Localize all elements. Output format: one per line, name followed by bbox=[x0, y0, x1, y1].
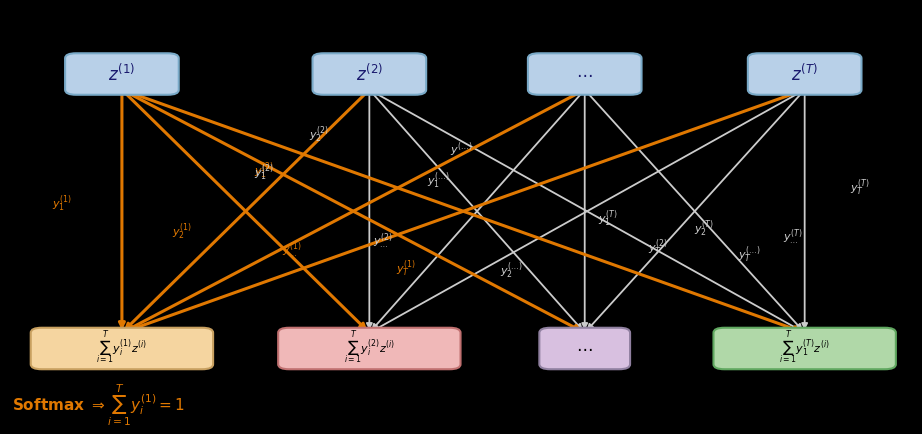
Text: $y_T^{(1)}$: $y_T^{(1)}$ bbox=[396, 259, 416, 279]
FancyBboxPatch shape bbox=[714, 328, 896, 369]
Text: $y_{\ldots}^{(2)}$: $y_{\ldots}^{(2)}$ bbox=[373, 232, 393, 251]
FancyBboxPatch shape bbox=[539, 328, 630, 369]
Text: $\sum_{i=1}^{T} y_i^{(2)} z^{(i)}$: $\sum_{i=1}^{T} y_i^{(2)} z^{(i)}$ bbox=[344, 330, 395, 367]
Text: $y_{\ldots}^{(1)}$: $y_{\ldots}^{(1)}$ bbox=[281, 240, 301, 260]
Text: $y^{(\ldots)}$: $y^{(\ldots)}$ bbox=[450, 140, 472, 159]
FancyBboxPatch shape bbox=[65, 53, 179, 95]
Text: $y_T^{(\ldots)}$: $y_T^{(\ldots)}$ bbox=[739, 244, 761, 265]
Text: $y_2^{(T)}$: $y_2^{(T)}$ bbox=[694, 219, 714, 240]
Text: $y_2^{(1)}$: $y_2^{(1)}$ bbox=[171, 221, 192, 242]
Text: $\sum_{i=1}^{T} y_1^{(T)} z^{(i)}$: $\sum_{i=1}^{T} y_1^{(T)} z^{(i)}$ bbox=[779, 330, 830, 367]
Text: Softmax $\Rightarrow \sum_{i=1}^{T} y_i^{(1)} = 1$: Softmax $\Rightarrow \sum_{i=1}^{T} y_i^… bbox=[12, 382, 184, 428]
FancyBboxPatch shape bbox=[278, 328, 461, 369]
Text: $z^{(2)}$: $z^{(2)}$ bbox=[356, 63, 383, 85]
Text: $\cdots$: $\cdots$ bbox=[576, 339, 593, 358]
Text: $z^{(T)}$: $z^{(T)}$ bbox=[791, 63, 818, 85]
FancyBboxPatch shape bbox=[748, 53, 861, 95]
Text: $y_1^{(T)}$: $y_1^{(T)}$ bbox=[597, 208, 618, 229]
Text: $y_1^{(\ldots)}$: $y_1^{(\ldots)}$ bbox=[427, 171, 449, 191]
FancyBboxPatch shape bbox=[528, 53, 642, 95]
Text: $y_T^{(T)}$: $y_T^{(T)}$ bbox=[850, 177, 869, 197]
FancyBboxPatch shape bbox=[30, 328, 213, 369]
Text: $\sum_{i=1}^{T} y_i^{(1)} z^{(i)}$: $\sum_{i=1}^{T} y_i^{(1)} z^{(i)}$ bbox=[97, 330, 148, 367]
Text: $y_T^{(2)}$: $y_T^{(2)}$ bbox=[648, 237, 668, 258]
Text: $y_{\ldots}^{(T)}$: $y_{\ldots}^{(T)}$ bbox=[783, 228, 802, 247]
Text: $y_2^{(\ldots)}$: $y_2^{(\ldots)}$ bbox=[500, 260, 523, 281]
Text: $y_1^{(2)}$: $y_1^{(2)}$ bbox=[254, 160, 274, 181]
Text: $y_1^{(2)}$: $y_1^{(2)}$ bbox=[254, 162, 274, 183]
Text: $z^{(1)}$: $z^{(1)}$ bbox=[109, 63, 136, 85]
Text: $\cdots$: $\cdots$ bbox=[576, 65, 593, 83]
Text: $y_2^{(2)}$: $y_2^{(2)}$ bbox=[309, 125, 329, 145]
FancyBboxPatch shape bbox=[313, 53, 426, 95]
Text: $y_1^{(1)}$: $y_1^{(1)}$ bbox=[53, 194, 72, 214]
